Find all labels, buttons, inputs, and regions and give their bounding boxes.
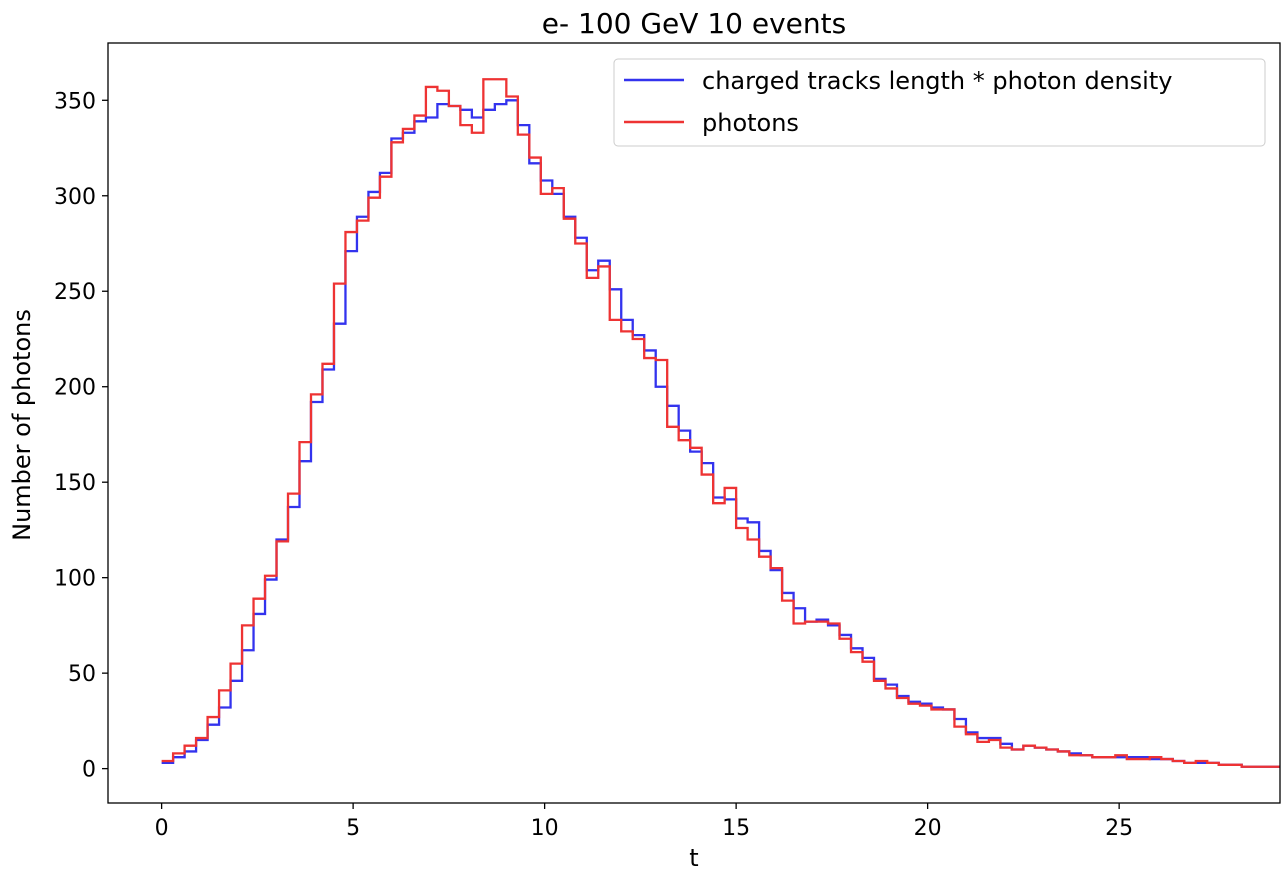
- y-tick-label: 300: [54, 185, 96, 210]
- chart-title: e- 100 GeV 10 events: [542, 7, 846, 40]
- y-tick-label: 0: [82, 758, 96, 783]
- y-axis-title: Number of photons: [8, 309, 36, 541]
- series-line-charged-tracks: [161, 99, 1280, 768]
- y-tick-label: 350: [54, 89, 96, 114]
- series-group: [161, 78, 1280, 768]
- x-tick-label: 10: [531, 816, 559, 841]
- series-line-photons: [161, 78, 1280, 768]
- y-tick-label: 200: [54, 376, 96, 401]
- plot-area: [161, 78, 1280, 768]
- x-tick-label: 25: [1105, 816, 1133, 841]
- x-tick-label: 20: [914, 816, 942, 841]
- legend: charged tracks length * photon density p…: [613, 58, 1266, 147]
- plot-frame: [107, 42, 1281, 804]
- y-axis: 0 50 100 150 200 250 300 350: [54, 89, 108, 783]
- legend-box: [613, 58, 1266, 147]
- y-tick-label: 100: [54, 567, 96, 592]
- y-tick-label: 250: [54, 280, 96, 305]
- y-tick-label: 150: [54, 471, 96, 496]
- legend-label: charged tracks length * photon density: [702, 67, 1172, 95]
- x-tick-label: 15: [722, 816, 750, 841]
- x-tick-label: 5: [346, 816, 360, 841]
- y-tick-label: 50: [68, 662, 96, 687]
- x-axis-title: t: [689, 844, 698, 872]
- x-axis: 0 5 10 15 20 25: [155, 803, 1133, 841]
- legend-label: photons: [702, 109, 799, 137]
- x-tick-label: 0: [155, 816, 169, 841]
